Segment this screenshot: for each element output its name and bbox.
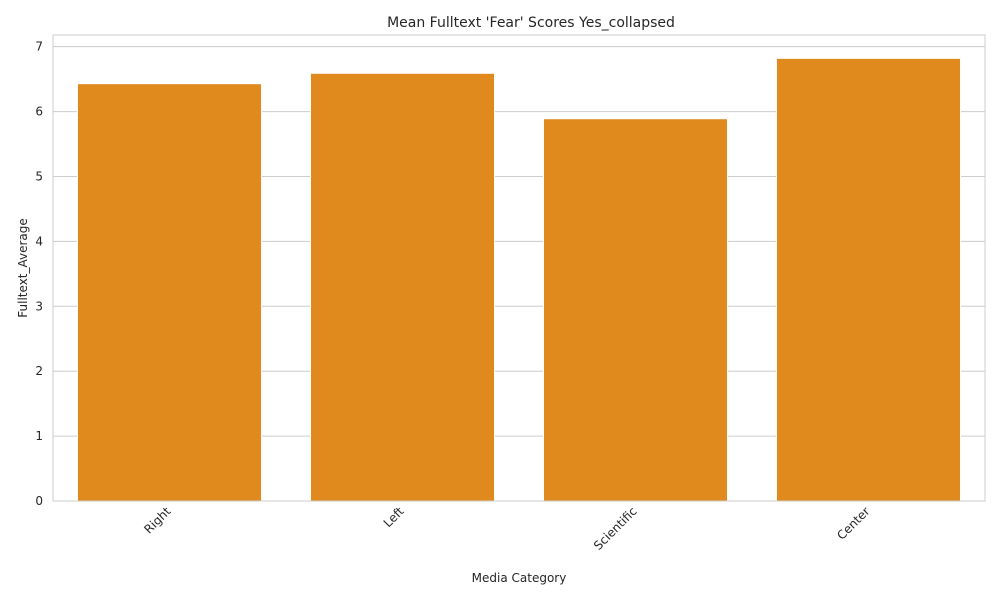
y-tick-label: 5 [35,169,43,183]
x-tick-label: Scientific [591,504,640,553]
bar-right [76,83,263,502]
y-tick-label: 7 [35,40,43,54]
y-axis-label: Fulltext_Average [16,218,30,317]
bar-center [775,57,962,502]
y-tick-label: 3 [35,299,43,313]
x-tick-label: Left [381,504,407,530]
bars [76,57,962,502]
plot-frame [52,34,986,502]
bar-left [309,72,496,502]
y-tick-label: 0 [35,494,43,508]
y-tick-label: 2 [35,364,43,378]
bar-scientific [542,118,729,502]
y-tick-label: 6 [35,105,43,119]
x-tick-labels: Right Left Scientific Center [141,504,872,553]
chart-title: Mean Fulltext 'Fear' Scores Yes_collapse… [387,15,675,31]
y-tick-label: 4 [35,234,43,248]
x-axis-label: Media Category [472,571,567,585]
y-tick-labels: 0 1 2 3 4 5 6 7 [35,40,43,508]
x-tick-label: Center [834,504,873,543]
y-tick-label: 1 [35,429,43,443]
x-tick-label: Right [141,504,173,536]
